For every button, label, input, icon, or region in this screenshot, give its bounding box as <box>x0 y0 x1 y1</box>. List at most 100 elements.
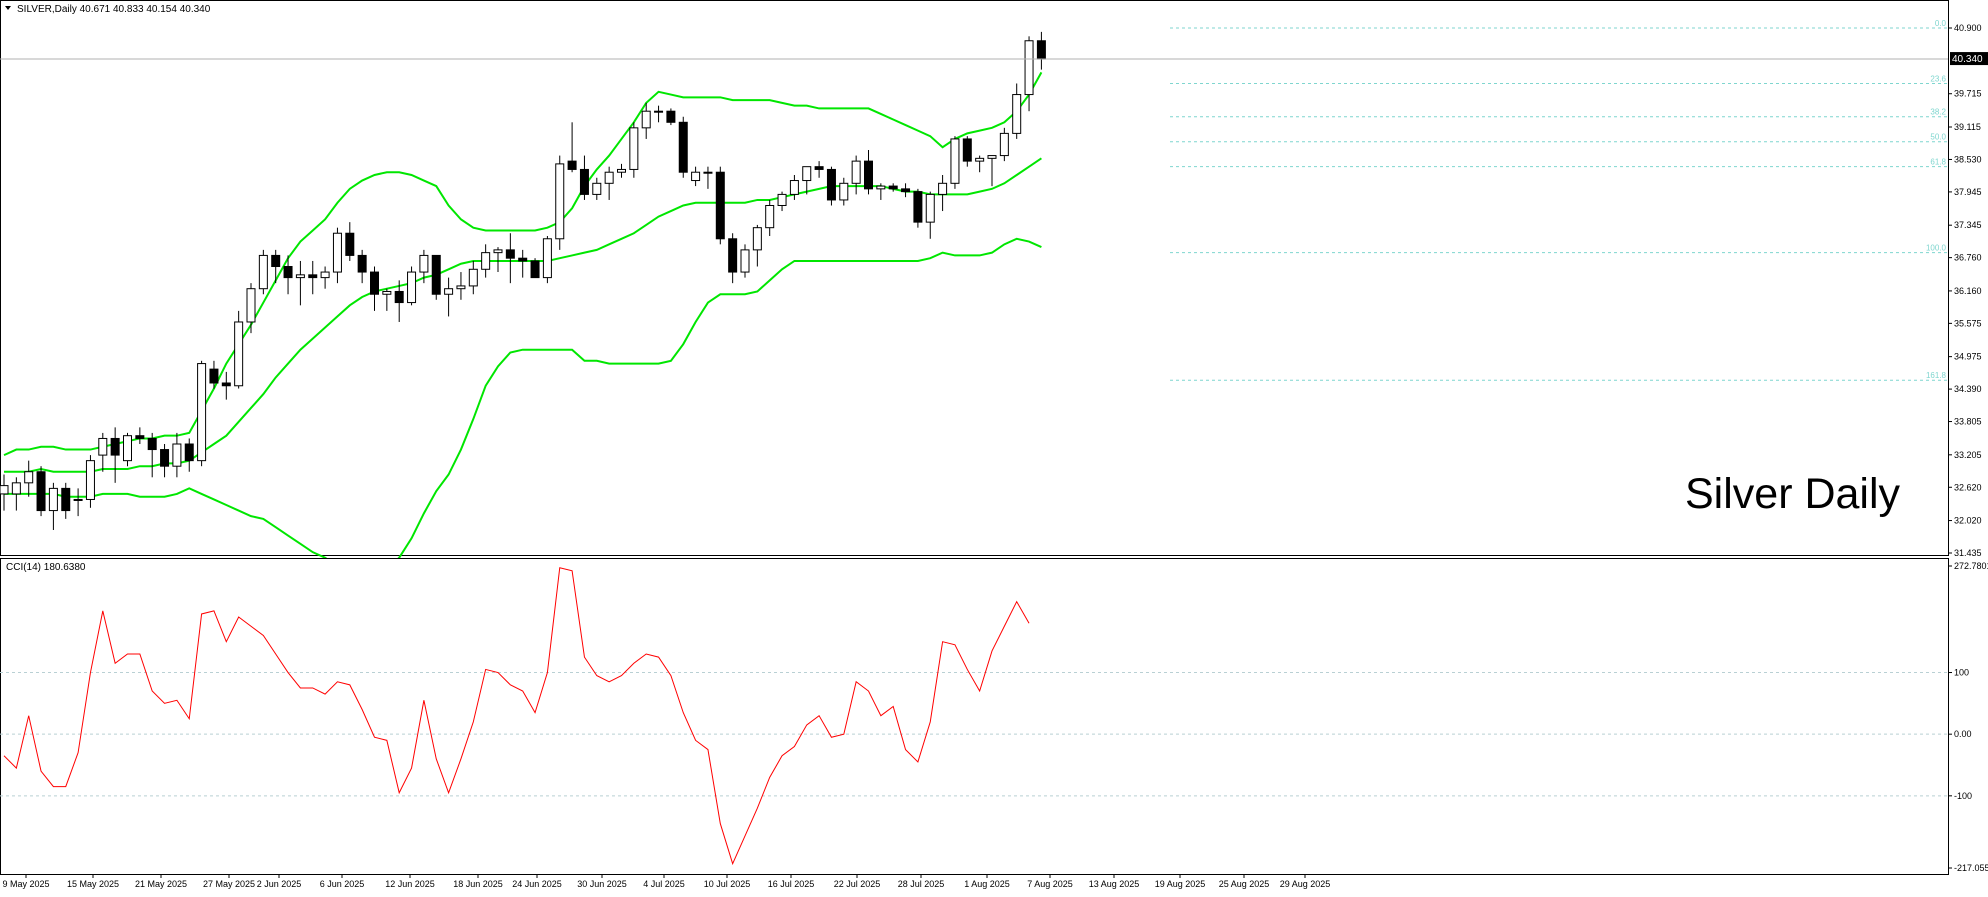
candle-body <box>518 257 528 262</box>
candle <box>221 371 231 400</box>
price-tick-label: 38.530 <box>1954 154 1982 164</box>
candle-body <box>36 471 46 512</box>
candle-body <box>73 498 83 501</box>
date-tick-label: 18 Jun 2025 <box>453 879 503 889</box>
candle-body <box>320 271 330 279</box>
candle <box>197 360 207 467</box>
candle-body <box>789 180 799 195</box>
candle <box>555 155 565 250</box>
candle-body <box>0 485 9 495</box>
candle-body <box>431 254 441 295</box>
candle <box>258 249 268 295</box>
price-tick-label: 40.900 <box>1954 23 1982 33</box>
candle-body <box>641 110 651 129</box>
candle <box>864 150 873 195</box>
candle-body <box>617 168 626 173</box>
candle <box>876 183 886 200</box>
candle-body <box>135 435 145 439</box>
candle-body <box>901 188 911 193</box>
price-tick-label: 39.715 <box>1954 89 1982 99</box>
candle-body <box>777 193 787 206</box>
candle-body <box>728 238 738 273</box>
candle-body <box>938 182 948 195</box>
candle <box>407 266 417 306</box>
candle <box>295 260 305 306</box>
candle <box>567 122 577 173</box>
candle-body <box>48 487 58 512</box>
price-tick-label: 33.805 <box>1954 417 1982 427</box>
candle-body <box>444 288 454 295</box>
date-tick-label: 21 May 2025 <box>135 879 187 889</box>
candle-body <box>221 382 231 387</box>
candle-body <box>407 271 417 304</box>
candle-body <box>419 254 429 273</box>
candle <box>11 477 21 511</box>
fib-level-label: 38.2 <box>1930 108 1946 117</box>
fib-level-label: 0.0 <box>1935 19 1947 28</box>
candle <box>419 249 429 284</box>
fib-level-label: 50.0 <box>1930 133 1946 142</box>
candle <box>579 155 589 200</box>
candle <box>617 163 626 178</box>
candle <box>209 360 219 389</box>
candle-body <box>1036 40 1046 60</box>
candle <box>184 438 194 472</box>
candle-body <box>542 238 552 279</box>
price-tick-label: 34.975 <box>1954 352 1982 362</box>
candle <box>36 466 46 517</box>
candle-body <box>357 254 367 273</box>
candle <box>703 166 713 189</box>
candle <box>1012 83 1022 139</box>
candle-body <box>246 288 256 323</box>
candle <box>678 116 688 178</box>
candle <box>975 155 985 173</box>
candle-body <box>160 449 170 467</box>
candle <box>752 224 762 267</box>
price-tick-label: 35.575 <box>1954 318 1982 328</box>
candle <box>48 482 58 530</box>
candle <box>370 266 379 311</box>
date-tick-label: 4 Jul 2025 <box>643 879 685 889</box>
candle <box>962 136 972 167</box>
candle <box>283 255 293 295</box>
symbol-header: SILVER,Daily 40.671 40.833 40.154 40.340 <box>17 4 211 15</box>
candle <box>444 277 454 317</box>
candle-body <box>505 249 515 259</box>
candle-body <box>666 110 676 123</box>
date-tick-label: 16 Jul 2025 <box>768 879 815 889</box>
cci-level-lines <box>0 672 1948 797</box>
date-tick-label: 19 Aug 2025 <box>1155 879 1206 889</box>
price-panel[interactable]: 0.0 23.6 38.2 50.0 61.8 100.0 161.8 SILVER,Dai… <box>0 0 1949 579</box>
candle <box>839 177 849 206</box>
candle-body <box>468 268 478 287</box>
candle-body <box>802 166 812 182</box>
candle <box>147 432 157 478</box>
candle-body <box>826 168 836 201</box>
current-price-tag <box>1950 52 1988 66</box>
candle-body <box>999 132 1009 157</box>
candle-body <box>876 185 886 190</box>
dropdown-arrow-icon[interactable] <box>5 6 11 10</box>
candle <box>901 183 911 198</box>
price-tick-label: 36.760 <box>1954 253 1982 263</box>
candle-body <box>1024 40 1034 96</box>
candle <box>505 233 515 284</box>
cci-header: CCI(14) 180.6380 <box>6 562 86 573</box>
date-tick-label: 28 Jul 2025 <box>898 879 945 889</box>
candle <box>530 258 540 279</box>
candle <box>987 155 997 187</box>
fib-level-label: 23.6 <box>1930 74 1946 83</box>
date-tick-label: 7 Aug 2025 <box>1027 879 1073 889</box>
candle <box>431 254 441 300</box>
candle-body <box>24 471 34 484</box>
date-tick-label: 30 Jun 2025 <box>577 879 627 889</box>
cci-panel[interactable]: CCI(14) 180.6380 <box>0 558 1949 875</box>
candle-body <box>172 443 182 467</box>
candle-body <box>851 160 861 184</box>
price-tick-label: 37.945 <box>1954 187 1982 197</box>
candle-body <box>481 252 491 270</box>
candle <box>110 427 120 483</box>
candle-body <box>975 157 985 162</box>
date-tick-label: 22 Jul 2025 <box>834 879 881 889</box>
